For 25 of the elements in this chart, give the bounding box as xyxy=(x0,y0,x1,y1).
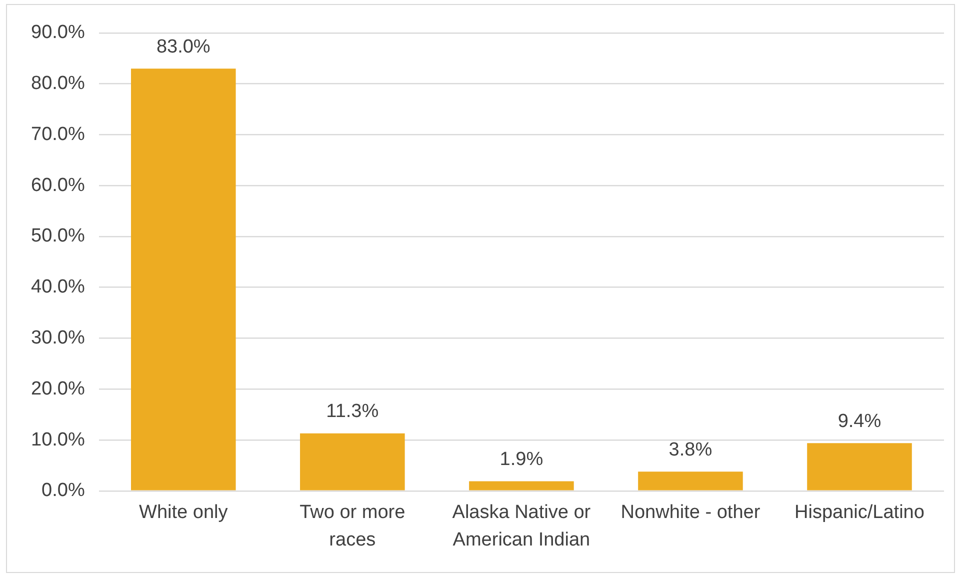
bar xyxy=(807,443,912,490)
data-label: 9.4% xyxy=(838,410,882,432)
y-tick-label: 80.0% xyxy=(31,73,85,94)
data-label: 83.0% xyxy=(156,36,210,58)
y-tick-label: 90.0% xyxy=(31,22,85,44)
y-tick-label: 0.0% xyxy=(42,480,85,502)
x-tick-label: Nonwhite - other xyxy=(620,502,761,523)
bar xyxy=(300,433,405,490)
y-tick-label: 40.0% xyxy=(31,276,85,298)
y-tick-label: 70.0% xyxy=(31,124,85,145)
x-tick-label: Hispanic/Latino xyxy=(794,502,924,523)
y-tick-label: 20.0% xyxy=(31,378,85,400)
y-tick-label: 50.0% xyxy=(31,226,85,247)
bar xyxy=(469,481,574,490)
y-tick-label: 60.0% xyxy=(31,174,85,196)
data-label: 11.3% xyxy=(326,401,379,422)
x-tick-label: White only xyxy=(139,502,228,523)
bar xyxy=(638,472,743,490)
data-label: 3.8% xyxy=(668,439,712,460)
y-tick-label: 10.0% xyxy=(31,429,85,450)
data-label: 1.9% xyxy=(500,448,544,470)
x-tick-label: Alaska Native or American Indian xyxy=(452,502,592,550)
bar xyxy=(130,68,236,490)
x-tick-label: Two or more races xyxy=(300,502,406,550)
y-tick-label: 30.0% xyxy=(31,328,85,348)
